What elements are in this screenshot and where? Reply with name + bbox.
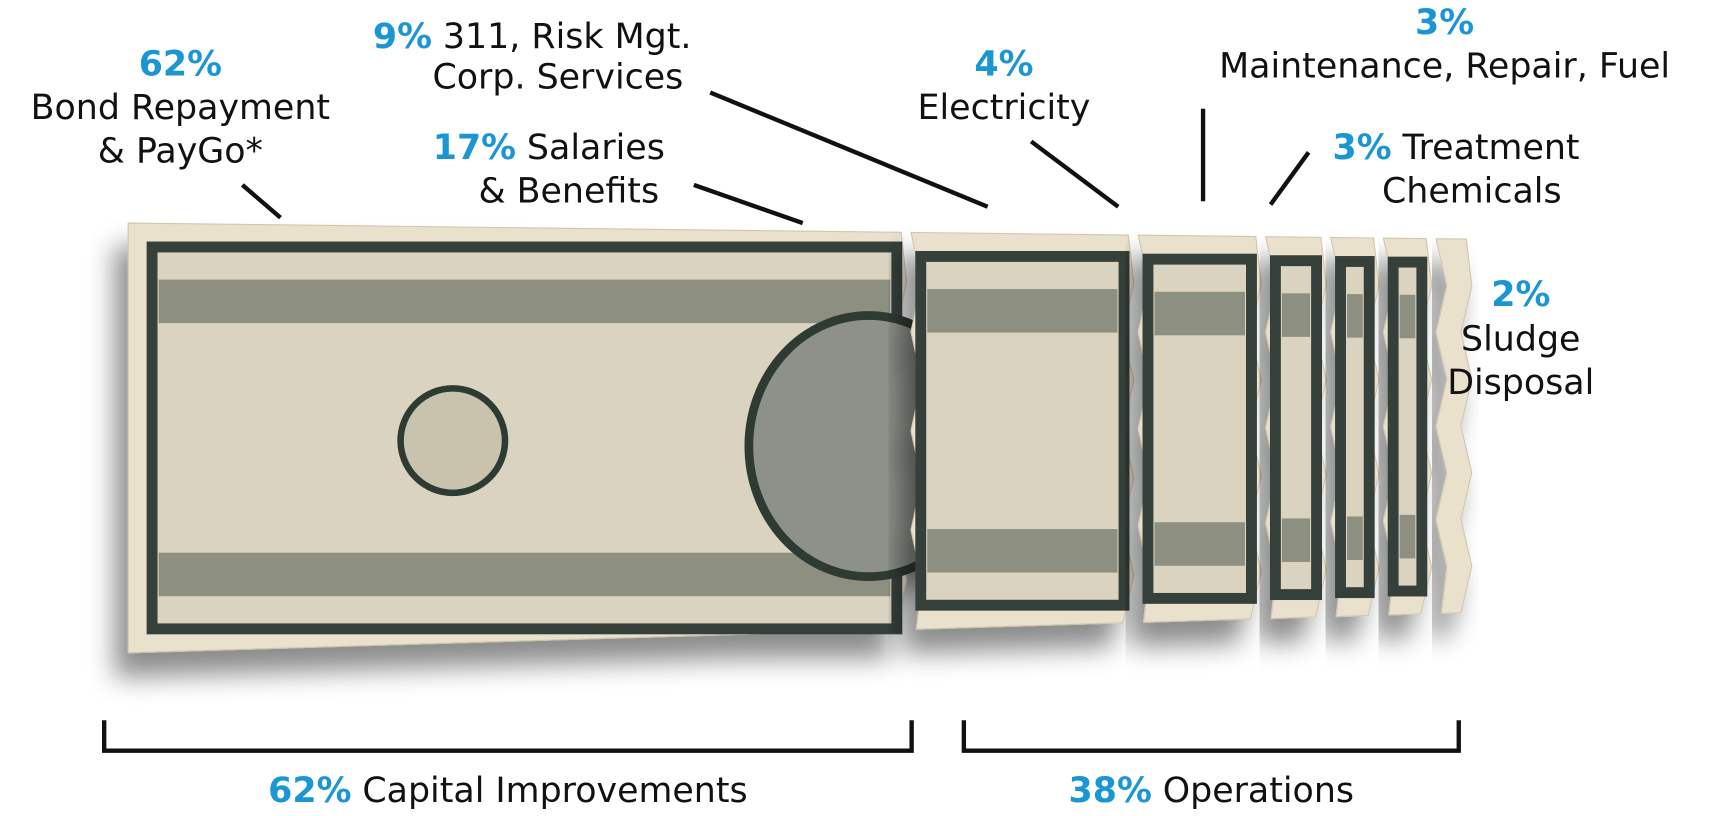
label-line: & Benefits xyxy=(478,172,659,212)
percent: 17% xyxy=(433,128,516,168)
label-line: & PayGo* xyxy=(98,131,263,171)
label-line: Disposal xyxy=(1447,363,1594,403)
label-line: 311, Risk Mgt. xyxy=(443,17,692,57)
connector xyxy=(240,183,282,220)
bill-band xyxy=(158,552,891,597)
label-line: Corp. Services xyxy=(432,57,683,97)
bill-engraving xyxy=(1387,256,1428,597)
segment-label: 3% Treatment xyxy=(1333,128,1580,168)
bill-band xyxy=(927,289,1118,333)
percent: 38% xyxy=(1069,771,1152,811)
label-line: Electricity xyxy=(918,88,1091,128)
segment-label: 9% 311, Risk Mgt. xyxy=(373,17,692,57)
percent: 4% xyxy=(974,44,1033,84)
group-name: Operations xyxy=(1163,771,1354,811)
bill-piece xyxy=(1382,237,1433,616)
bill-piece xyxy=(1264,236,1327,620)
bill-paper xyxy=(1435,238,1473,614)
percent: 3% xyxy=(1415,3,1474,43)
group-label: 62% Capital Improvements xyxy=(268,771,747,811)
bill-piece xyxy=(1137,234,1262,623)
labels: 62%Bond Repayment& PayGo* 17% Salaries& Be… xyxy=(31,3,1670,811)
connector xyxy=(1268,151,1311,206)
bill-band xyxy=(1154,522,1245,566)
group-name: Capital Improvements xyxy=(362,771,747,811)
bill-piece xyxy=(910,231,1135,630)
percent: 2% xyxy=(1491,275,1550,315)
percent: 3% xyxy=(1333,128,1392,168)
segment-label: 2% xyxy=(1491,275,1550,315)
bill-band xyxy=(1154,291,1245,336)
bill-band xyxy=(927,529,1118,573)
bill-piece xyxy=(127,222,993,654)
bill-piece xyxy=(1330,236,1380,618)
bill-band xyxy=(1399,294,1416,339)
segment-label: 17% Salaries xyxy=(433,128,665,168)
bracket xyxy=(102,720,914,753)
connector xyxy=(709,90,989,209)
bill-band xyxy=(1347,516,1363,560)
bill-band xyxy=(1281,518,1311,562)
segment-label: 62% xyxy=(139,44,222,84)
segment-label: 4% xyxy=(974,44,1033,84)
segment-label: 3% xyxy=(1415,3,1474,43)
connector xyxy=(1029,139,1120,209)
bill-piece xyxy=(1435,238,1473,614)
bill-band xyxy=(1347,294,1363,338)
seal xyxy=(397,385,509,497)
label-line: Chemicals xyxy=(1382,172,1562,212)
bracket xyxy=(961,720,1461,753)
percent: 62% xyxy=(139,44,222,84)
percent: 9% xyxy=(373,17,432,57)
bill-band xyxy=(158,279,891,324)
group-label: 38% Operations xyxy=(1069,771,1354,811)
bill-band xyxy=(1399,514,1416,559)
bill-band xyxy=(1281,293,1311,337)
percent: 62% xyxy=(268,771,351,811)
label-line: Bond Repayment xyxy=(31,88,330,128)
label-line: Salaries xyxy=(527,128,665,168)
label-line: Sludge xyxy=(1461,320,1580,360)
label-line: Treatment xyxy=(1402,128,1580,168)
label-line: Maintenance, Repair, Fuel xyxy=(1219,46,1670,86)
connector xyxy=(693,182,804,226)
bill-pieces xyxy=(127,222,1473,654)
